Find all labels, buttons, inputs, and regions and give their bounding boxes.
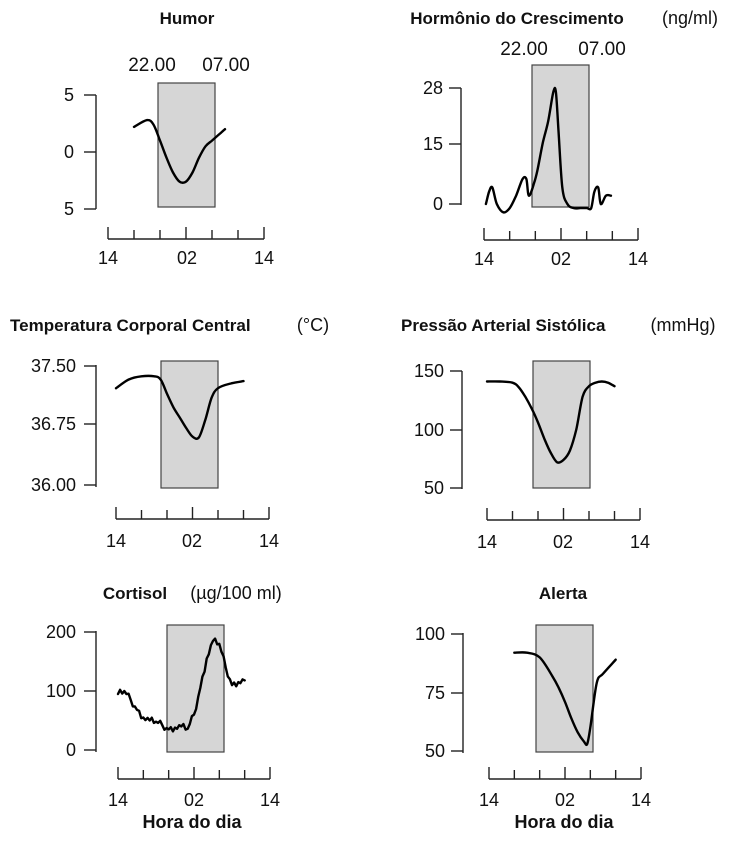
y-tick-label: 37.50 [31, 356, 76, 376]
x-axis [488, 767, 642, 780]
x-axis [486, 508, 641, 521]
x-tick-label: 14 [631, 790, 651, 810]
x-tick-label: 14 [477, 532, 497, 552]
chart-title: Humor [160, 9, 215, 28]
x-tick-label: 14 [628, 249, 648, 269]
y-tick-label: 15 [423, 134, 443, 154]
y-tick-label: 75 [425, 683, 445, 703]
x-tick-label: 02 [555, 790, 575, 810]
chart-unit: (µg/100 ml) [190, 583, 281, 603]
panel-cortisol: Cortisol (µg/100 ml) 200 100 0 14 02 14 … [46, 583, 282, 832]
chart-unit: (mmHg) [651, 315, 716, 335]
x-axis [115, 507, 270, 520]
night-end-label: 07.00 [202, 55, 250, 76]
x-tick-label: 14 [108, 790, 128, 810]
sleep-period-band [166, 624, 225, 753]
y-tick-label: 0 [64, 142, 74, 162]
x-axis [117, 767, 271, 780]
x-tick-label: 02 [177, 248, 197, 268]
x-axis-title: Hora do dia [514, 812, 614, 832]
y-tick-label: 100 [415, 624, 445, 644]
x-tick-label: 14 [630, 532, 650, 552]
data-line [132, 118, 227, 184]
night-end-label: 07.00 [578, 39, 626, 60]
night-start-label: 22.00 [500, 39, 548, 60]
data-line [484, 86, 613, 214]
x-tick-label: 14 [479, 790, 499, 810]
y-tick-label: 28 [423, 78, 443, 98]
x-axis-title: Hora do dia [142, 812, 242, 832]
x-tick-label: 02 [553, 532, 573, 552]
x-tick-label: 14 [474, 249, 494, 269]
chart-title: Cortisol [103, 584, 167, 603]
data-line [485, 380, 616, 464]
panel-humor: Humor 22.00 07.00 5 0 5 14 02 14 [64, 9, 274, 268]
x-tick-label: 02 [551, 249, 571, 269]
panel-alertness: Alerta 100 75 50 14 02 14 Hora do dia [415, 584, 651, 832]
chart-title: Pressão Arterial Sistólica [401, 316, 606, 335]
sleep-period-band [160, 360, 219, 489]
y-tick-label: 50 [424, 478, 444, 498]
x-tick-label: 14 [260, 790, 280, 810]
chart-title: Hormônio do Crescimento [410, 9, 623, 28]
chart-title: Temperatura Corporal Central [10, 316, 251, 335]
x-tick-label: 14 [259, 531, 279, 551]
sleep-period-band [535, 624, 594, 753]
y-tick-label: 150 [414, 361, 444, 381]
night-start-label: 22.00 [128, 55, 176, 76]
y-tick-label: 5 [64, 199, 74, 219]
panel-systolic-pressure: Pressão Arterial Sistólica (mmHg) 150 10… [401, 315, 716, 552]
x-tick-label: 02 [184, 790, 204, 810]
x-tick-label: 14 [254, 248, 274, 268]
y-tick-label: 0 [433, 194, 443, 214]
chart-unit: (°C) [297, 315, 329, 335]
y-tick-label: 36.75 [31, 414, 76, 434]
x-tick-label: 14 [98, 248, 118, 268]
panel-growth-hormone: Hormônio do Crescimento (ng/ml) 22.00 07… [410, 8, 718, 269]
y-tick-label: 36.00 [31, 475, 76, 495]
sleep-period-band [531, 64, 590, 208]
y-tick-label: 5 [64, 85, 74, 105]
panel-core-temperature: Temperatura Corporal Central (°C) 37.50 … [10, 315, 329, 551]
y-tick-label: 100 [46, 681, 76, 701]
y-tick-label: 200 [46, 622, 76, 642]
x-axis [483, 228, 639, 241]
x-tick-label: 02 [182, 531, 202, 551]
y-tick-label: 50 [425, 741, 445, 761]
y-tick-label: 0 [66, 740, 76, 760]
data-line [114, 374, 245, 440]
x-tick-label: 14 [106, 531, 126, 551]
chart-unit: (ng/ml) [662, 8, 718, 28]
data-line [513, 651, 617, 747]
chart-title: Alerta [539, 584, 588, 603]
x-axis [107, 227, 265, 240]
sleep-period-band [532, 360, 591, 489]
y-tick-label: 100 [414, 420, 444, 440]
data-line [116, 637, 246, 733]
